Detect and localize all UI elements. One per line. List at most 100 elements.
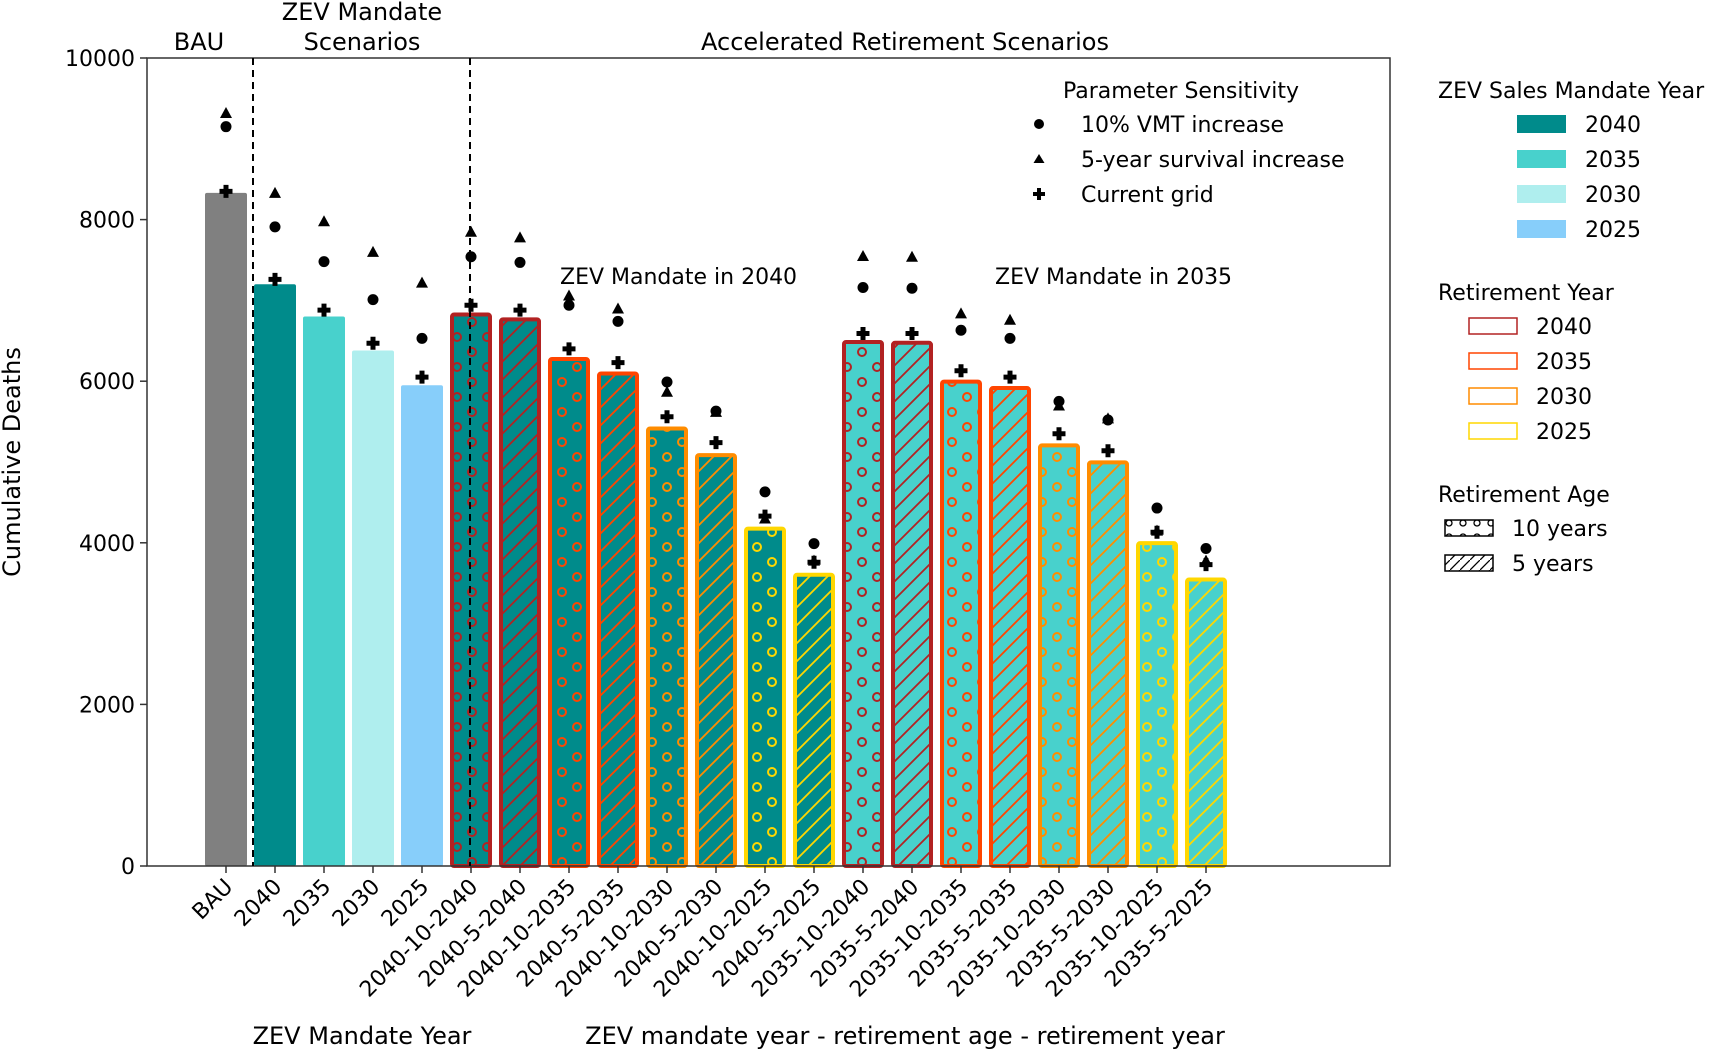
bar xyxy=(1136,541,1178,869)
marker-survival-increase xyxy=(955,307,967,319)
y-axis: 0 2000 4000 6000 8000 10000 xyxy=(65,47,147,880)
bar xyxy=(401,385,443,866)
legend-retirement-age-item: 5 years xyxy=(1512,552,1594,577)
marker-current-grid xyxy=(366,336,380,350)
bar-hatch xyxy=(942,381,980,866)
legend-sensitivity-item: 5-year survival increase xyxy=(1081,148,1345,173)
bar xyxy=(891,340,933,868)
legend-mandate-title: ZEV Sales Mandate Year xyxy=(1438,79,1705,104)
marker-vmt-increase xyxy=(367,294,379,306)
legend-edge-2040 xyxy=(1468,317,1518,335)
legend-edge-2025 xyxy=(1468,422,1518,440)
bar xyxy=(989,386,1031,868)
marker-vmt-increase xyxy=(220,121,232,133)
section-title-bau: BAU xyxy=(174,28,224,56)
legend-triangle-marker-icon xyxy=(1033,154,1045,163)
marker-vmt-increase xyxy=(1004,332,1016,344)
legend-diagonal-hatch-icon xyxy=(1444,554,1494,572)
bar xyxy=(1038,443,1080,868)
x-tick-label: 2030 xyxy=(328,875,385,932)
legend-circle-hatch-icon xyxy=(1444,519,1494,537)
marker-current-grid xyxy=(513,303,527,317)
legend-retirement-year-item: 2025 xyxy=(1536,420,1592,445)
marker-current-grid xyxy=(317,303,331,317)
bar-hatch xyxy=(844,341,882,866)
marker-survival-increase xyxy=(857,249,869,261)
section-title-mandate: ZEV Mandate Scenarios xyxy=(282,0,442,56)
bar-hatch xyxy=(991,388,1029,866)
legend-retirement-year: Retirement Year 2040 2035 2030 2025 xyxy=(1438,281,1615,445)
annotation-mandate-2040: ZEV Mandate in 2040 xyxy=(560,265,797,290)
bar xyxy=(695,453,737,868)
bar xyxy=(744,526,786,868)
y-tick-label: 2000 xyxy=(79,693,135,718)
marker-vmt-increase xyxy=(955,324,967,336)
marker-survival-increase xyxy=(416,276,428,288)
marker-survival-increase xyxy=(1053,399,1065,411)
marker-vmt-increase xyxy=(612,315,624,327)
bar-hatch xyxy=(1089,462,1127,866)
legend-retirement-year-item: 2030 xyxy=(1536,385,1592,410)
marker-current-grid xyxy=(856,327,870,341)
bar xyxy=(1087,460,1129,868)
marker-vmt-increase xyxy=(1200,542,1212,554)
marker-current-grid xyxy=(464,298,478,312)
bar-hatch xyxy=(893,342,931,866)
y-axis-label: Cumulative Deaths xyxy=(0,347,26,577)
bar-hatch xyxy=(795,574,833,866)
marker-current-grid xyxy=(219,184,233,198)
marker-current-grid xyxy=(415,370,429,384)
marker-survival-increase xyxy=(563,289,575,301)
section-title-retirement: Accelerated Retirement Scenarios xyxy=(701,28,1109,56)
marker-current-grid xyxy=(562,342,576,356)
legend-circle-marker-icon xyxy=(1034,119,1044,129)
legend-retirement-age-item: 10 years xyxy=(1512,517,1608,542)
marker-vmt-increase xyxy=(563,299,575,311)
marker-vmt-increase xyxy=(1151,502,1163,514)
legend-swatch-2040 xyxy=(1517,115,1566,133)
bar-hatch xyxy=(1040,445,1078,866)
bar-hatch xyxy=(697,455,735,866)
marker-survival-increase xyxy=(906,250,918,262)
bar xyxy=(254,284,296,866)
legend-retirement-year-item: 2035 xyxy=(1536,350,1592,375)
x-tick-label: 2035 xyxy=(279,875,336,932)
marker-current-grid xyxy=(1101,444,1115,458)
marker-vmt-increase xyxy=(318,256,330,268)
marker-vmt-increase xyxy=(269,221,281,233)
marker-survival-increase xyxy=(1102,412,1114,424)
bar-hatch xyxy=(550,358,588,866)
marker-current-grid xyxy=(1052,427,1066,441)
y-tick-label: 10000 xyxy=(65,47,135,72)
legend-sensitivity-item: 10% VMT increase xyxy=(1081,113,1284,138)
legend-sensitivity: Parameter Sensitivity 10% VMT increase 5… xyxy=(1033,79,1345,208)
marker-current-grid xyxy=(1003,370,1017,384)
legend-sensitivity-item: Current grid xyxy=(1081,183,1214,208)
legend-retirement-age: Retirement Age 10 years 5 years xyxy=(1438,483,1610,577)
marker-current-grid xyxy=(1150,525,1164,539)
legend-mandate: ZEV Sales Mandate Year 2040 2035 2030 20… xyxy=(1438,79,1705,243)
marker-survival-increase xyxy=(367,245,379,257)
marker-survival-increase xyxy=(318,215,330,227)
marker-current-grid xyxy=(905,327,919,341)
marker-vmt-increase xyxy=(416,332,428,344)
y-tick-label: 0 xyxy=(121,855,135,880)
marker-vmt-increase xyxy=(514,256,526,268)
plot-frame xyxy=(146,57,1391,867)
marker-survival-increase xyxy=(612,302,624,314)
marker-vmt-increase xyxy=(857,281,869,293)
marker-survival-increase xyxy=(220,106,232,118)
bar xyxy=(842,339,884,868)
bar xyxy=(646,426,688,868)
marker-vmt-increase xyxy=(661,376,673,388)
annotation-mandate-2035: ZEV Mandate in 2035 xyxy=(995,265,1232,290)
x-axis-label-left: ZEV Mandate Year xyxy=(253,1022,472,1050)
bar-hatch xyxy=(648,428,686,866)
marker-survival-increase xyxy=(661,385,673,397)
bar-hatch xyxy=(501,319,539,866)
bar xyxy=(548,356,590,868)
legend-retirement-year-item: 2040 xyxy=(1536,315,1592,340)
bar-hatch xyxy=(1138,543,1176,866)
marker-current-grid xyxy=(1199,558,1213,572)
bar xyxy=(205,192,247,866)
